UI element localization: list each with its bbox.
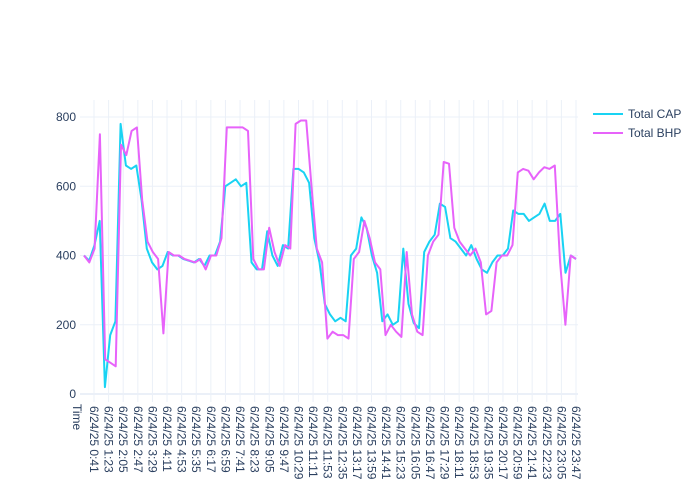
legend-label: Total BHP	[628, 126, 681, 140]
y-tick-label: 0	[69, 387, 76, 401]
x-tick-label: 6/24/25 12:35	[335, 406, 349, 480]
x-tick-label: 6/24/25 8:23	[248, 406, 262, 473]
x-tick-label: 6/24/25 11:53	[321, 406, 335, 479]
x-tick-label: 6/24/25 20:17	[496, 406, 510, 480]
x-tick-label: 6/24/25 14:41	[379, 406, 393, 480]
y-tick-label: 600	[56, 179, 76, 193]
x-axis-title: Time	[70, 404, 84, 431]
x-tick-label: 6/24/25 7:41	[233, 406, 247, 473]
x-tick-label: 6/24/25 9:05	[262, 406, 276, 473]
x-tick-label: 6/24/25 1:23	[102, 406, 116, 473]
x-tick-label: 6/24/25 18:11	[452, 406, 466, 479]
x-tick-label: 6/24/25 11:11	[306, 406, 320, 478]
x-tick-label: 6/24/25 5:35	[189, 406, 203, 473]
grid	[80, 100, 578, 402]
x-tick-label: 6/24/25 13:59	[365, 406, 379, 480]
legend-label: Total CAP	[628, 107, 681, 121]
x-tick-label: 6/24/25 4:53	[175, 406, 189, 473]
x-tick-label: 6/24/25 23:47	[569, 406, 583, 480]
x-axis: 6/24/25 0:41 6/24/25 1:23 6/24/25 2:05 6/24…	[87, 406, 583, 480]
x-tick-label: 6/24/25 6:59	[218, 406, 232, 473]
series-line-total-cap	[83, 122, 577, 389]
x-tick-label: 6/24/25 23:05	[554, 406, 568, 480]
x-tick-label: 6/24/25 4:11	[160, 406, 174, 472]
legend-item-total-cap[interactable]: Total CAP	[593, 107, 681, 121]
x-tick-label: 6/24/25 21:41	[525, 406, 539, 480]
x-tick-label: 6/24/25 2:47	[131, 406, 145, 473]
y-tick-label: 800	[56, 110, 76, 124]
y-tick-label: 400	[56, 249, 76, 263]
x-tick-label: 6/24/25 17:29	[438, 406, 452, 480]
x-tick-label: 6/24/25 3:29	[145, 406, 159, 473]
x-tick-label: 6/24/25 10:29	[291, 406, 305, 480]
series-line-total-bhp	[83, 119, 577, 368]
x-tick-label: 6/24/25 9:47	[277, 406, 291, 473]
x-tick-label: 6/24/25 19:35	[481, 406, 495, 480]
x-tick-label: 6/24/25 6:17	[204, 406, 218, 473]
series-lines	[83, 119, 577, 389]
y-tick-label: 200	[56, 318, 76, 332]
x-tick-label: 6/24/25 16:47	[423, 406, 437, 480]
x-tick-label: 6/24/25 13:17	[350, 406, 364, 480]
x-tick-label: 6/24/25 2:05	[116, 406, 130, 473]
legend-item-total-bhp[interactable]: Total BHP	[593, 126, 681, 140]
legend[interactable]: Total CAP Total BHP	[593, 107, 681, 140]
x-tick-label: 6/24/25 0:41	[87, 406, 101, 473]
y-axis: 0 200 400 600 800	[56, 110, 76, 401]
x-tick-label: 6/24/25 15:23	[394, 406, 408, 480]
x-tick-label: 6/24/25 18:53	[467, 406, 481, 480]
x-tick-label: 6/24/25 20:59	[511, 406, 525, 480]
x-tick-label: 6/24/25 16:05	[408, 406, 422, 480]
x-tick-label: 6/24/25 22:23	[540, 406, 554, 480]
